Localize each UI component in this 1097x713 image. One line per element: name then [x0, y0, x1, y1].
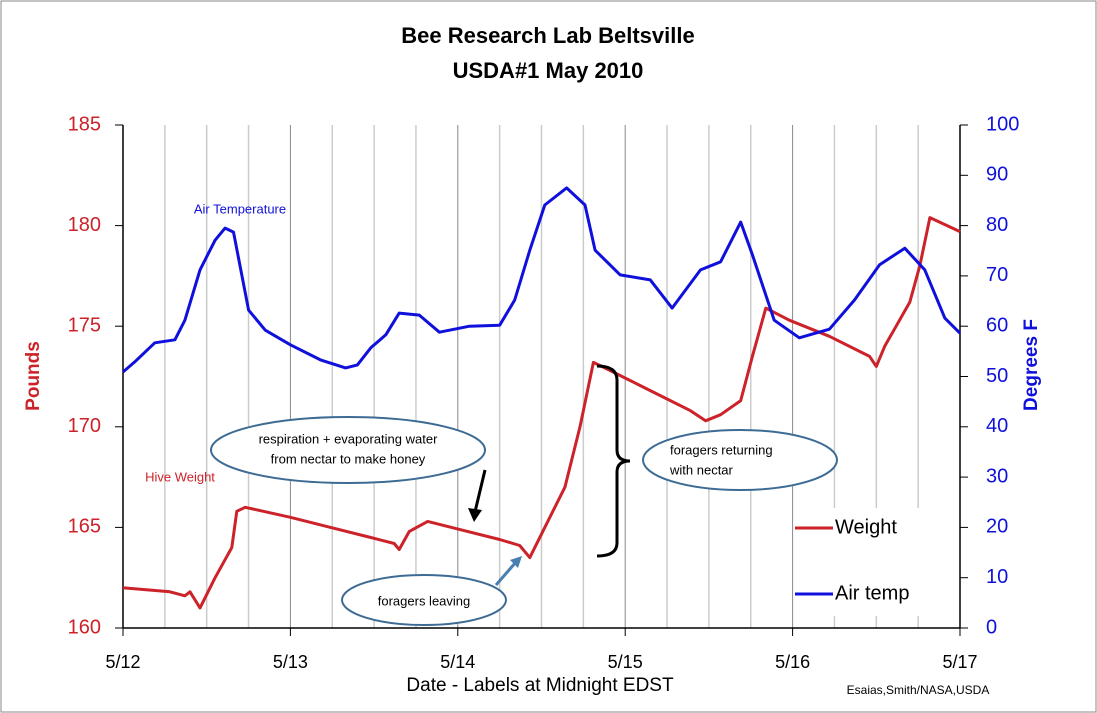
legend: Weight Air temp: [795, 508, 945, 616]
annotation: Hive Weight: [145, 469, 215, 484]
x-axis-label: Date - Labels at Midnight EDST: [406, 675, 674, 696]
legend-label: Air temp: [835, 582, 909, 604]
credit: Esaias,Smith/NASA,USDA: [847, 683, 990, 697]
series-line: [122, 216, 961, 610]
x-tick-label: 5/17: [942, 652, 977, 672]
legend-box: [795, 508, 945, 616]
y-tick-label: 175: [68, 314, 101, 336]
x-tick-label: 5/16: [775, 652, 810, 672]
chart-title: Bee Research Lab Beltsville: [401, 23, 694, 48]
arrow: [494, 561, 518, 586]
chart-subtitle: USDA#1 May 2010: [453, 58, 644, 83]
y2-axis-label: Degrees F: [1021, 319, 1042, 411]
annotation: with nectar: [669, 462, 734, 477]
y2-tick-label: 80: [986, 214, 1008, 236]
arrow-head: [468, 508, 482, 522]
annotations: Air Temperature Hive Weight respiration …: [145, 201, 838, 626]
y-tick-label: 160: [68, 616, 101, 638]
callout: [341, 574, 507, 626]
lines: [122, 186, 962, 610]
callout: [642, 429, 838, 491]
x-tick-label: 5/14: [440, 652, 475, 672]
y2-tick-label: 10: [986, 566, 1008, 588]
annotation: foragers returning: [670, 442, 773, 457]
y2-tick-label: 40: [986, 415, 1008, 437]
series-line: [122, 186, 962, 374]
y2-tick-label: 90: [986, 164, 1008, 186]
y2-tick-label: 20: [986, 516, 1008, 538]
x-tick-label: 5/15: [608, 652, 643, 672]
y-tick-label: 170: [68, 415, 101, 437]
brace: [596, 364, 631, 558]
annotation: Air Temperature: [194, 201, 286, 216]
y2-tick-label: 100: [986, 113, 1019, 135]
arrow: [472, 469, 487, 517]
y2-tick-label: 70: [986, 264, 1008, 286]
y2-tick-label: 0: [986, 616, 997, 638]
legend-label: Weight: [835, 516, 897, 538]
arrow-head: [510, 556, 522, 568]
y2-tick-label: 60: [986, 314, 1008, 336]
callout: [210, 416, 486, 484]
annotation: foragers leaving: [378, 593, 471, 608]
y2-tick-label: 50: [986, 365, 1008, 387]
annotation: respiration + evaporating water: [259, 431, 439, 446]
y-tick-label: 185: [68, 113, 101, 135]
annotation: from nectar to make honey: [271, 451, 426, 466]
grid: 5/12 5/13 5/14 5/15 5/16 5/17 160 165 170 175 180 1…: [68, 113, 1020, 671]
y2-tick-label: 30: [986, 465, 1008, 487]
x-tick-label: 5/13: [273, 652, 308, 672]
x-tick-label: 5/12: [105, 652, 140, 672]
y-tick-label: 165: [68, 516, 101, 538]
y-axis-label: Pounds: [23, 341, 44, 411]
y-tick-label: 180: [68, 214, 101, 236]
